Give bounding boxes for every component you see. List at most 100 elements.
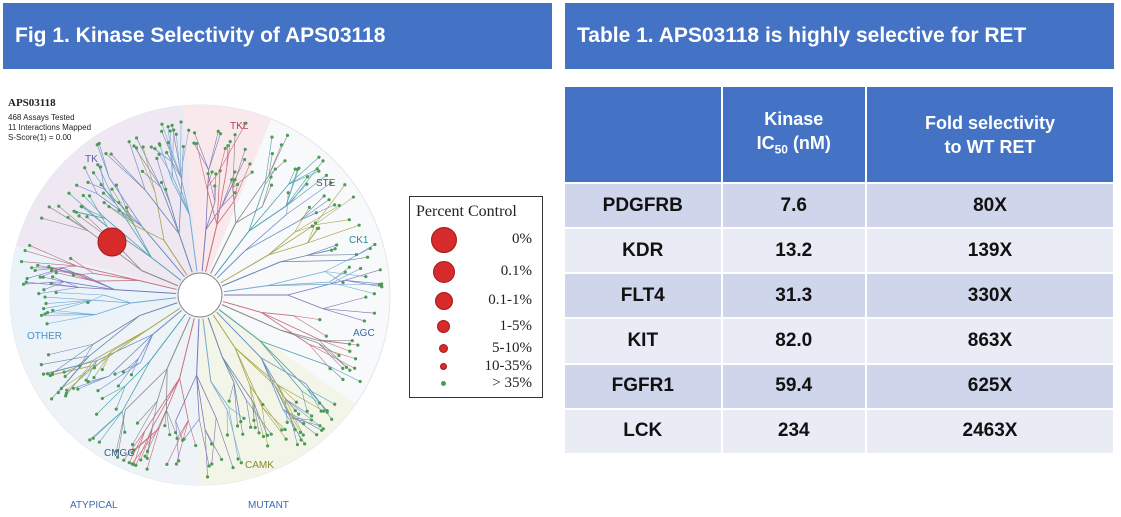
tree-branch [210,381,230,408]
tree-branch [175,420,183,441]
kinase-dot [145,456,149,461]
kinase-dot [168,129,172,133]
tree-branch [163,240,188,276]
tree-branch [261,312,321,341]
kinase-dot [45,322,49,326]
kinase-dot [141,145,145,149]
header-fold-line1: Fold selectivity [924,112,1056,133]
tree-branch [93,410,123,439]
kinase-dot [166,140,170,145]
tree-branch [115,385,126,410]
tree-branch [171,180,190,216]
kinase-dot [284,437,288,441]
tree-branch [216,250,246,279]
kinase-dot [47,264,51,269]
kinase-dot [343,270,347,274]
kinase-dot [28,243,32,248]
tree-branch [344,269,381,281]
tree-branch [210,222,237,274]
tree-branch [322,308,375,314]
tree-branch [285,398,296,411]
tree-branch [290,417,298,445]
cell-ic50: 13.2 [720,227,867,275]
tree-branch [196,375,206,430]
kinase-dot [51,308,55,312]
tree-branch [306,244,337,256]
kinase-dot [286,191,290,195]
compound-name: APS03118 [8,97,56,109]
tree-branch [180,130,190,176]
tree-branch [76,184,98,194]
tree-branch [249,385,264,437]
kinase-dot [114,183,119,187]
kinase-dot [218,169,222,173]
kinase-dot [368,246,372,251]
tree-branch [125,360,151,387]
tree-branch [23,281,65,285]
kinase-dot [132,462,136,467]
kinase-dot [372,311,377,315]
cell-kinase: PDGFRB [563,181,723,230]
kinase-dot [44,301,48,306]
tree-branch [266,283,330,287]
kinase-dot [102,201,106,205]
tree-branch [261,312,294,317]
kinase-dot [39,362,43,367]
kinase-dot [43,312,47,316]
kinase-dot [92,375,96,380]
tree-branch [204,429,212,445]
kinase-dot [160,122,164,126]
tree-branch [176,420,189,465]
cell-fold: 330X [864,272,1116,320]
legend-entry: 0.1% [410,261,544,283]
kinase-dot [158,143,162,147]
kinase-dot [299,438,303,442]
tree-branch [232,187,237,224]
legend-label: > 35% [492,375,532,391]
tree-branch [299,199,330,221]
kinase-dot [293,167,297,171]
kinase-dot [143,454,147,458]
tree-branch [43,276,65,282]
kinase-dot [347,265,351,269]
cell-kinase: FGFR1 [563,362,723,410]
kinase-dot [69,256,73,261]
tree-branch [147,427,153,459]
tree-branch [133,145,162,188]
tree-branch [288,157,320,185]
tree-branch [137,400,158,424]
tree-branch [165,368,168,410]
tree-branch [264,137,273,185]
kinase-dot [350,339,354,343]
kinase-dot [43,295,47,299]
kinase-dot [321,159,325,163]
tree-branch [280,259,348,263]
tree-branch [244,213,287,252]
tree-branch [202,318,212,382]
tree-branch [208,131,219,171]
tree-branch [41,355,90,365]
sector-tk [16,105,201,295]
tree-branch [138,334,154,359]
tree-branch [159,145,173,181]
tree-branch [324,271,366,277]
tree-branch [314,196,354,226]
tree-branch [116,185,133,222]
kinase-dot [100,367,104,372]
kinase-dot [249,425,253,429]
tree-branch [170,204,180,234]
tree-branch [46,299,93,304]
kinase-dot [317,401,322,405]
tree-branch [141,270,179,287]
tree-branch [79,344,94,367]
cell-ic50: 7.6 [720,181,867,230]
kinase-dot [164,187,168,191]
tree-branch [278,384,324,412]
tree-branch [89,315,140,357]
legend-label: 1-5% [499,318,533,334]
kinase-dot [265,444,270,448]
kinase-dot [64,391,68,396]
tree-branch [259,340,303,392]
kinase-dot [351,195,355,199]
tree-branch [29,245,77,267]
